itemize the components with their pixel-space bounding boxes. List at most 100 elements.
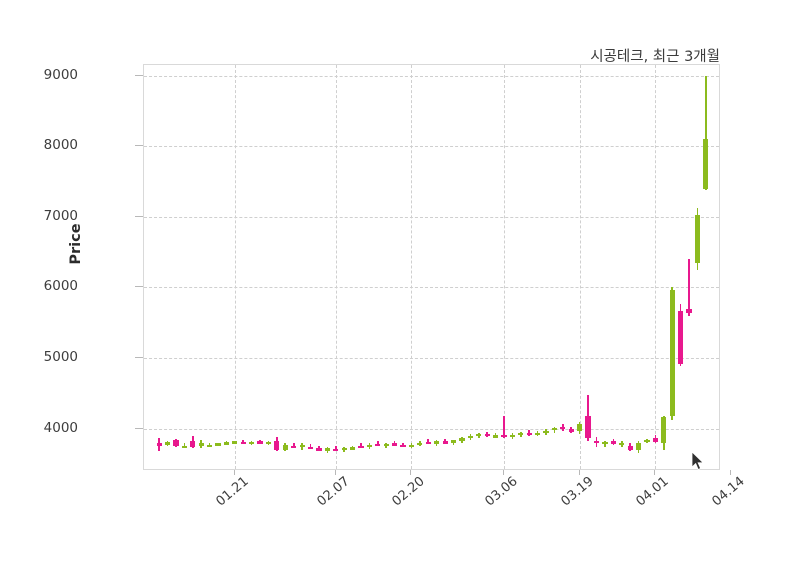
candlestick-body [694,215,701,263]
candlestick-body [206,444,213,448]
candlestick-body [333,449,339,452]
candlestick [358,65,364,469]
candlestick [652,65,658,469]
y-axis-tick-mark [135,74,143,76]
candlestick-body [375,444,381,447]
candlestick-body [593,440,600,443]
y-axis-tick-mark [135,286,143,288]
gridline-horizontal [144,358,719,360]
candlestick-body [535,432,541,435]
candlestick [585,65,591,469]
candlestick-body [408,444,415,447]
candlestick-body [543,430,549,433]
candlestick-body [392,443,398,446]
candlestick [476,65,482,469]
candlestick [341,65,347,469]
candlestick [299,65,305,469]
candlestick-body [366,444,372,447]
candlestick-wick [705,75,707,190]
candlestick [644,65,650,469]
candlestick [156,65,162,469]
y-axis-tick-label: 8000 [43,137,78,154]
candlestick [568,65,574,469]
candlestick-wick [242,439,245,444]
candlestick [316,65,322,469]
candlestick-wick [292,442,295,448]
candlestick-body [568,429,574,432]
candlestick [198,65,204,469]
candlestick [635,65,642,469]
candlestick [425,65,431,469]
candlestick [551,65,558,469]
x-axis-tick-mark [410,470,412,475]
candlestick [593,65,600,469]
candlestick-body [156,443,162,446]
candlestick [619,65,625,469]
candlestick-body [492,435,499,438]
candlestick [442,65,448,469]
candlestick-body [610,441,616,444]
candlestick-body [661,417,667,444]
candlestick [190,65,196,469]
candlestick [366,65,372,469]
candlestick-body [602,442,608,445]
candlestick [417,65,423,469]
candlestick [265,65,272,469]
candlestick-body [678,311,684,364]
candlestick-body [324,448,330,451]
candlestick-body [417,442,423,445]
gridline-horizontal [144,216,719,218]
x-axis-tick-label: 02.20 [389,474,429,510]
candlestick-body [686,308,692,313]
gridline-vertical [503,65,505,469]
x-axis-tick-label: 04.14 [709,474,748,510]
candlestick [686,65,692,469]
candlestick-wick [259,439,261,444]
candlestick [249,65,255,469]
candlestick-body [257,441,263,444]
candlestick [240,65,246,469]
candlestick-body [299,445,305,448]
gridline-vertical [579,65,581,469]
candlestick [459,65,465,469]
candlestick [484,65,490,469]
candlestick-body [476,434,482,437]
candlestick-body [249,441,255,444]
x-axis-tick-label: 03.19 [558,474,597,510]
candlestick-body [501,434,507,438]
candlestick-body [467,435,473,438]
candlestick-wick [688,259,690,316]
candlestick-body [484,434,490,437]
candlestick [181,65,187,469]
candlestick [232,65,238,469]
candlestick-body [509,434,515,437]
candlestick [215,65,221,469]
candlestick [694,65,701,469]
gridline-horizontal [144,428,719,430]
candlestick [543,65,549,469]
candlestick-wick [444,438,446,444]
candlestick-body [644,439,650,443]
chart-title: 시공테크, 최근 3개월 [590,49,720,65]
candlestick-body [383,443,389,446]
candlestick [324,65,330,469]
gridline-vertical [234,65,236,469]
candlestick-body [358,445,364,448]
candlestick-body [341,448,347,451]
candlestick [703,65,709,469]
candlestick-body [198,443,204,447]
candlestick [450,65,457,469]
y-axis-tick-mark [135,145,143,147]
candlestick-body [400,444,406,448]
gridline-horizontal [144,75,719,77]
x-axis-tick-label: 02.07 [314,474,353,510]
y-axis-tick-label: 4000 [43,419,78,436]
candlestick-body [442,441,448,444]
x-axis-tick-mark [334,470,336,475]
candlestick-body [173,439,179,446]
candlestick-body [526,432,532,436]
candlestick-body [560,426,566,430]
candlestick-body [223,442,230,445]
candlestick [282,65,288,469]
candlestick-body [459,437,465,441]
